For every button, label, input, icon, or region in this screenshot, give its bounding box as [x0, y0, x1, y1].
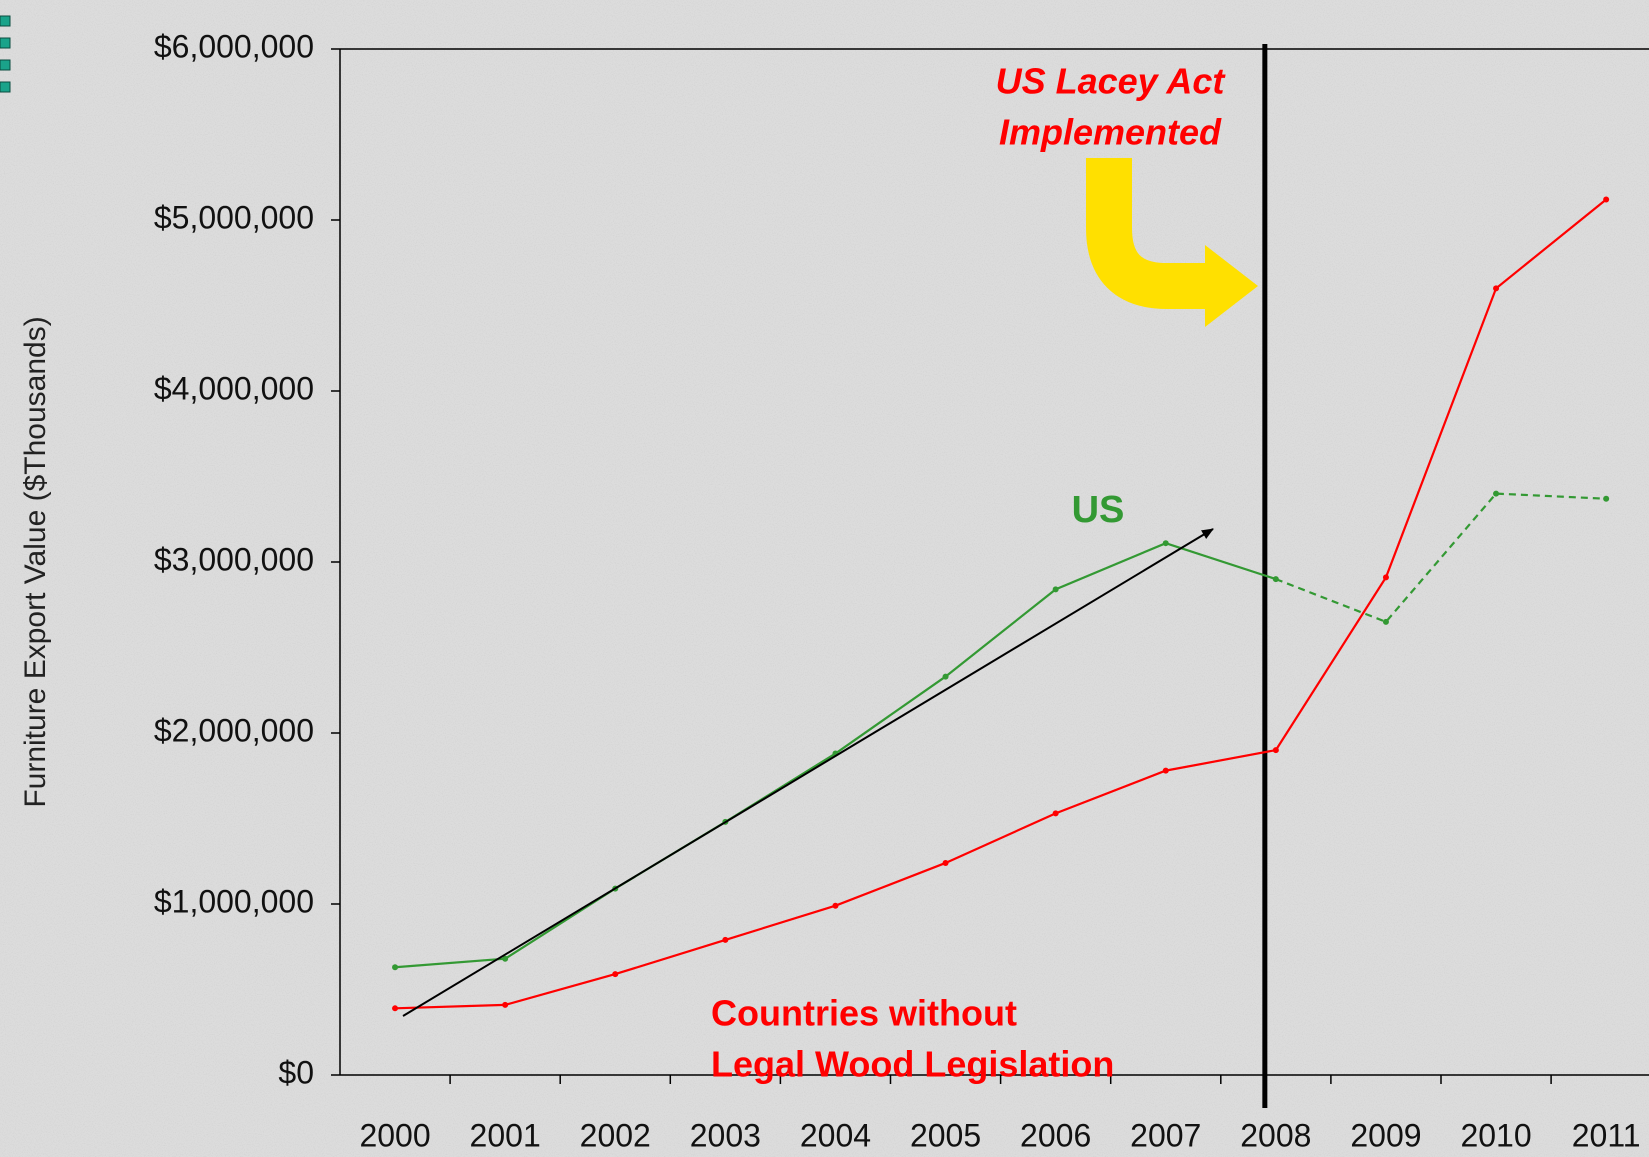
point — [1603, 196, 1610, 203]
y-tick-label: $1,000,000 — [154, 883, 314, 919]
trend-arrow — [402, 528, 1214, 1017]
corner-icons — [0, 15, 11, 93]
point — [1382, 574, 1389, 581]
x-tick-label: 2002 — [580, 1117, 651, 1153]
point — [612, 971, 619, 978]
x-tick-label: 2001 — [470, 1117, 541, 1153]
y-tick-label: $0 — [278, 1054, 314, 1090]
series-label: US — [1072, 489, 1125, 531]
point — [1272, 747, 1279, 754]
point — [1493, 285, 1500, 292]
point — [1052, 586, 1059, 593]
x-tick-label: 2007 — [1130, 1117, 1201, 1153]
point — [1052, 810, 1059, 817]
point — [392, 964, 399, 971]
callout-arrow — [1086, 158, 1210, 309]
x-tick-label: 2000 — [359, 1117, 430, 1153]
icon — [0, 81, 11, 93]
point — [1162, 540, 1169, 547]
axes: $0 $1,000,000 $2,000,000 $3,000,000 $4,000,0… — [154, 28, 1649, 1153]
y-axis-label: Furniture Export Value ($Thousands) — [19, 316, 52, 807]
y-tick-label: $2,000,000 — [154, 712, 314, 748]
callout-arrowhead — [1205, 245, 1258, 327]
series-line — [395, 198, 1607, 1010]
point — [722, 936, 729, 943]
point — [502, 955, 509, 962]
point — [832, 902, 839, 909]
x-tick-label: 2006 — [1020, 1117, 1091, 1153]
annotation: Implemented — [999, 112, 1222, 153]
point — [1272, 576, 1279, 583]
point — [942, 673, 949, 680]
y-tick-label: $6,000,000 — [154, 28, 314, 64]
point — [942, 859, 949, 866]
series-label: Countries without — [711, 993, 1017, 1034]
y-tick-label: $3,000,000 — [154, 541, 314, 577]
series-line — [1275, 492, 1607, 624]
point — [1162, 767, 1169, 774]
x-tick-label: 2010 — [1460, 1117, 1531, 1153]
icon — [0, 15, 11, 27]
point — [392, 1005, 399, 1012]
point — [1493, 490, 1500, 497]
point — [1382, 618, 1389, 625]
x-tick-label: 2003 — [690, 1117, 761, 1153]
point — [1603, 495, 1610, 502]
series-label: Legal Wood Legislation — [711, 1044, 1114, 1085]
x-tick-label: 2009 — [1350, 1117, 1421, 1153]
x-tick-label: 2011 — [1572, 1117, 1641, 1153]
icon — [0, 37, 11, 49]
x-tick-label: 2004 — [800, 1117, 871, 1153]
x-tick-label: 2008 — [1240, 1117, 1311, 1153]
annotation: US Lacey Act — [996, 61, 1227, 102]
plot: US Countries without Legal Wood Legislatio… — [392, 196, 1610, 1085]
icon — [0, 59, 11, 71]
x-tick-label: 2005 — [910, 1117, 981, 1153]
point — [502, 1001, 509, 1008]
y-tick-label: $5,000,000 — [154, 199, 314, 235]
y-tick-label: $4,000,000 — [154, 370, 314, 406]
